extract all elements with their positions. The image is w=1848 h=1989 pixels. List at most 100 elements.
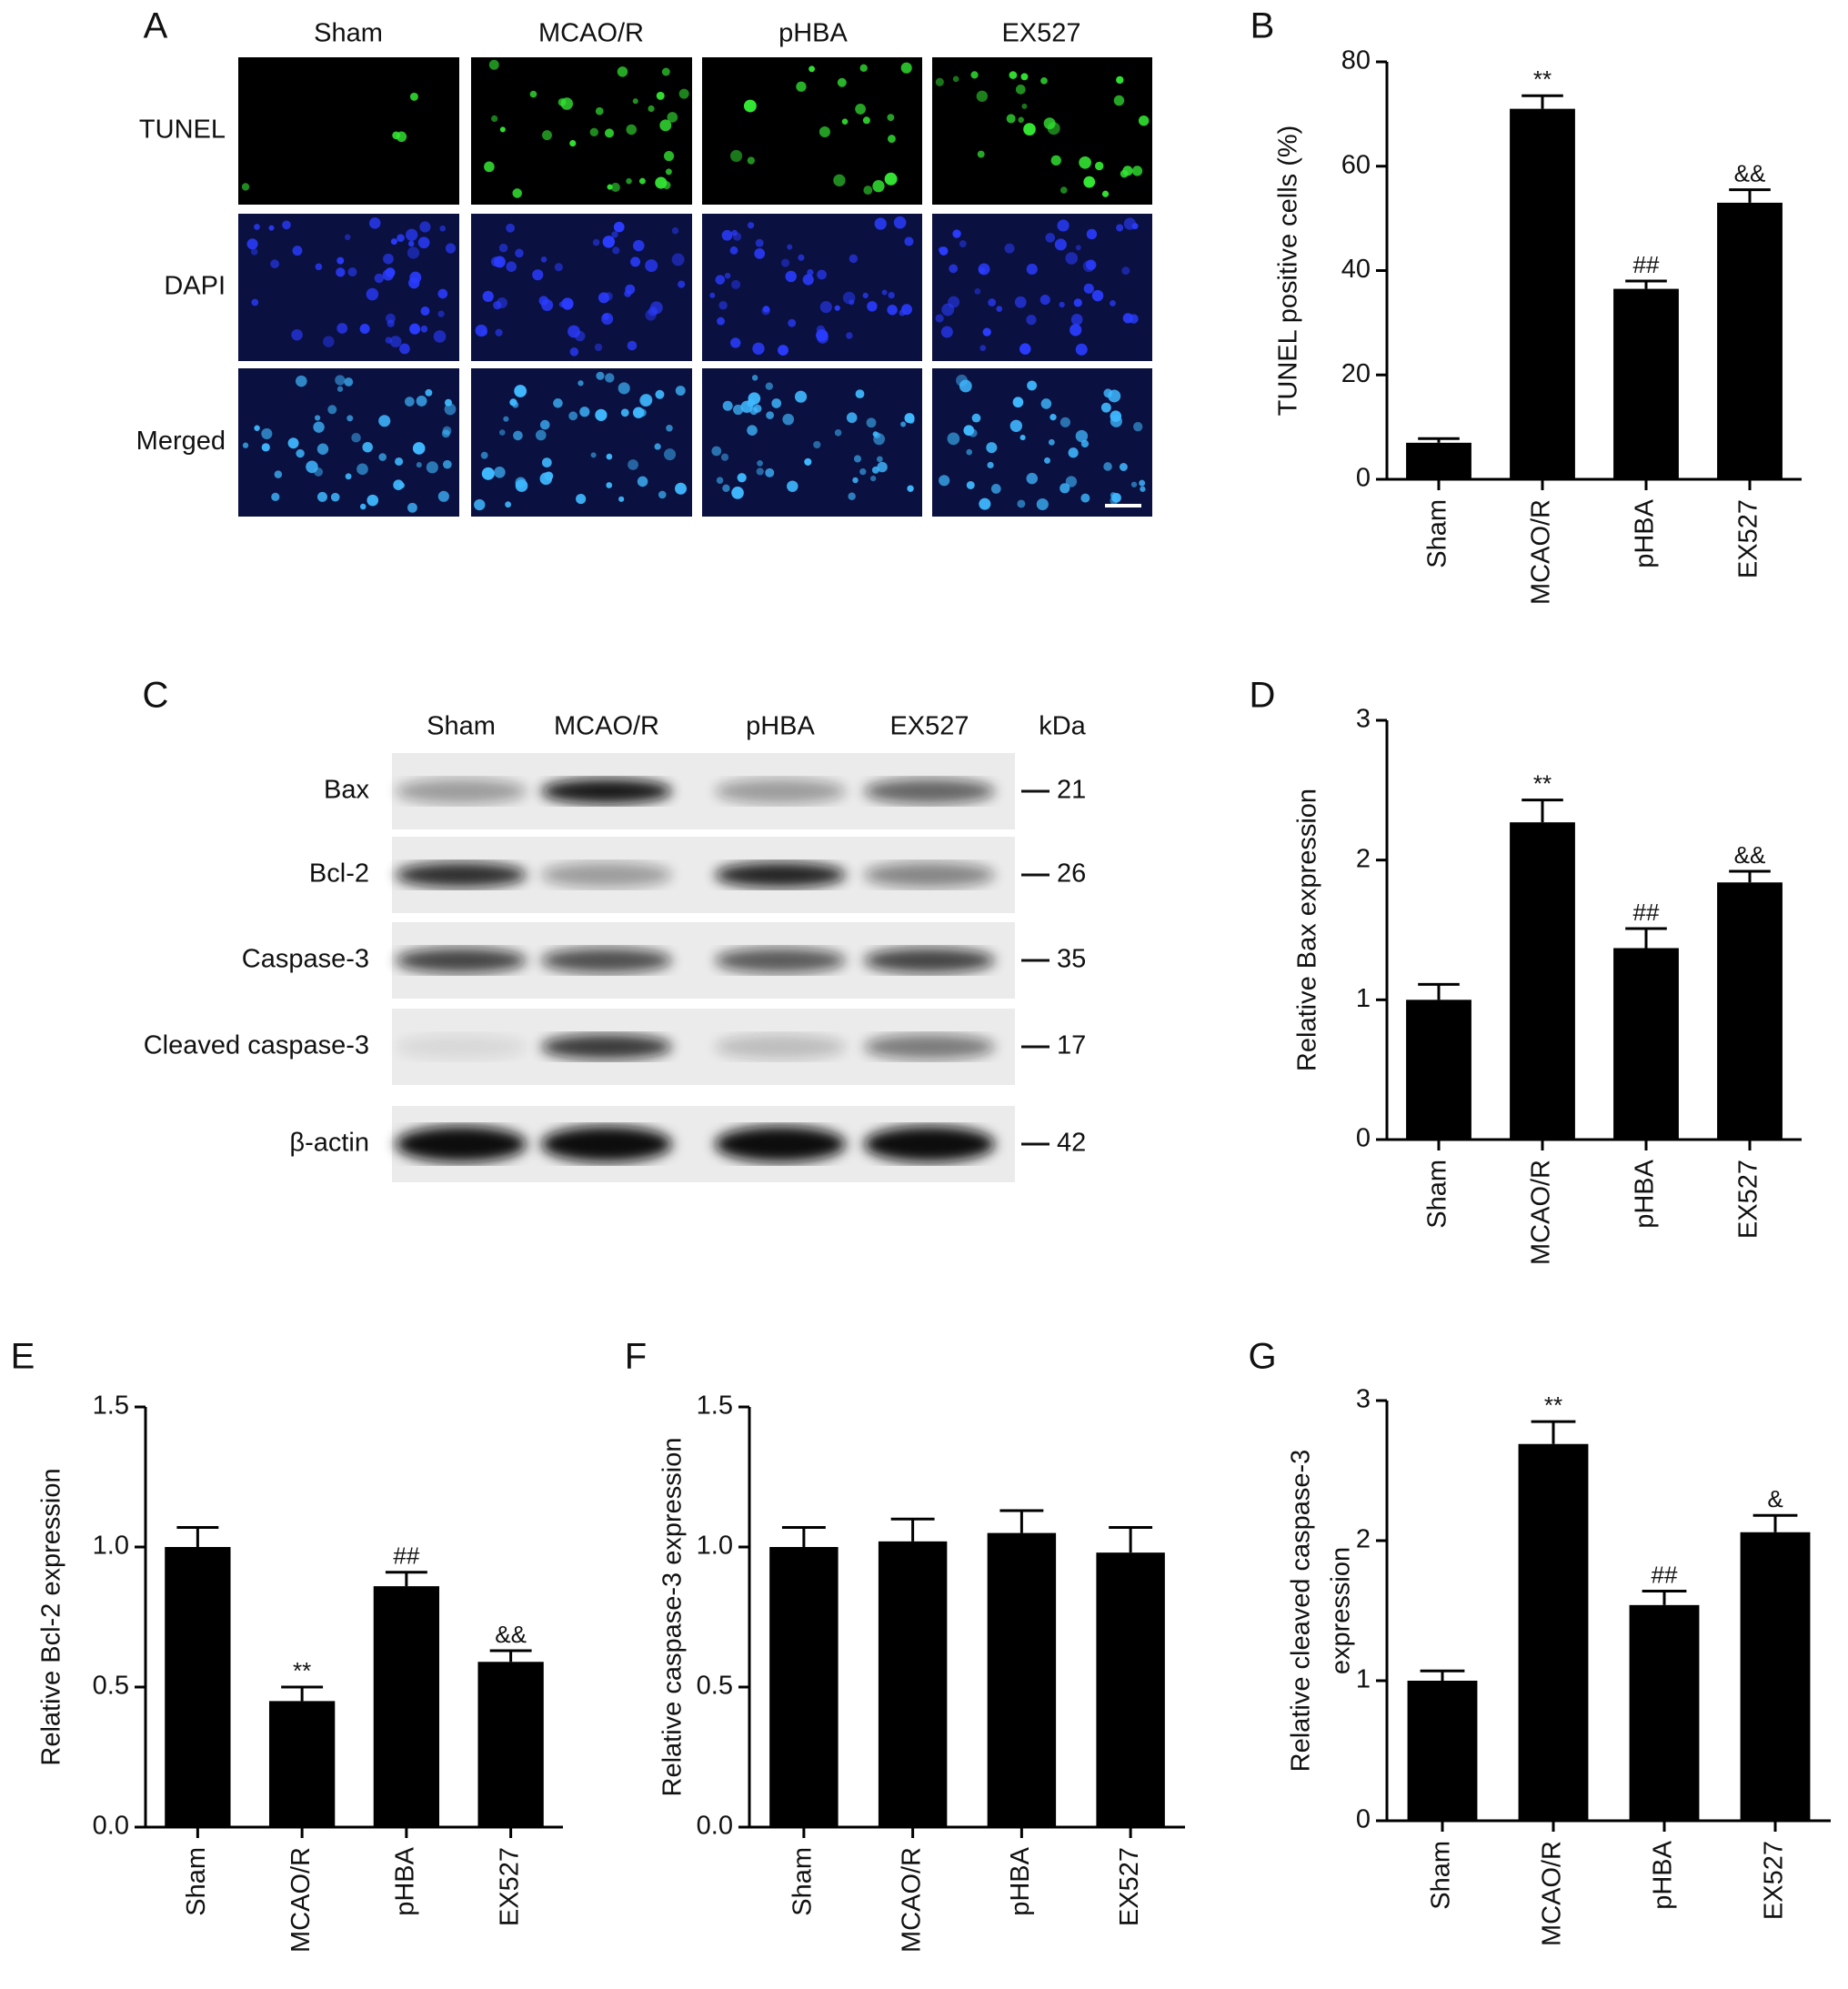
cell-nucleus	[859, 467, 867, 476]
cell-nucleus	[654, 443, 661, 450]
cell-nucleus	[1113, 95, 1125, 106]
cell-nucleus	[241, 183, 250, 191]
cell-nucleus	[939, 475, 950, 487]
cell-nucleus	[389, 336, 402, 347]
cell-nucleus	[748, 392, 761, 405]
cell-nucleus	[637, 476, 648, 487]
y-tick-label: 60	[1341, 150, 1371, 179]
blot-band	[715, 1126, 846, 1162]
cell-nucleus	[675, 482, 687, 495]
cell-nucleus	[1101, 190, 1110, 197]
x-tick-label: EX527	[1115, 1847, 1144, 1926]
significance-mark: **	[1533, 65, 1552, 93]
cell-nucleus	[842, 291, 856, 305]
cell-nucleus	[808, 65, 816, 73]
row-label: Bax	[324, 776, 369, 805]
bar	[1740, 1532, 1811, 1821]
cell-nucleus	[607, 184, 613, 190]
cell-nucleus	[1075, 429, 1089, 443]
cell-nucleus	[595, 106, 604, 116]
cell-nucleus	[390, 238, 397, 246]
cell-nucleus	[246, 238, 258, 250]
cell-nucleus	[482, 290, 494, 302]
cell-nucleus	[287, 437, 299, 449]
cell-nucleus	[721, 229, 733, 241]
micrograph-image	[238, 57, 459, 205]
cell-nucleus	[887, 304, 898, 316]
cell-nucleus	[849, 254, 859, 264]
cell-nucleus	[841, 118, 849, 125]
x-tick-label: EX527	[495, 1847, 524, 1926]
kda-label: 21	[1057, 776, 1086, 805]
cell-nucleus	[949, 264, 959, 274]
x-tick-label: Sham	[182, 1847, 211, 1916]
y-tick-label: 1.0	[93, 1532, 129, 1561]
cell-nucleus	[935, 77, 944, 86]
cell-nucleus	[362, 441, 373, 453]
cell-nucleus	[495, 328, 503, 337]
cell-nucleus	[612, 246, 620, 255]
bar	[1510, 108, 1575, 479]
cell-nucleus	[780, 258, 790, 267]
cell-nucleus	[819, 301, 832, 314]
cell-nucleus	[717, 316, 725, 326]
blot-band	[864, 948, 995, 973]
cell-nucleus	[788, 318, 797, 327]
cell-nucleus	[314, 415, 321, 421]
cell-nucleus	[655, 389, 665, 399]
cell-nucleus	[666, 424, 673, 432]
cell-nucleus	[771, 398, 782, 408]
x-tick-label: pHBA	[1649, 1840, 1678, 1909]
cell-nucleus	[813, 440, 821, 449]
cell-nucleus	[296, 448, 305, 458]
cell-nucleus	[787, 244, 793, 250]
blot-band	[541, 862, 672, 888]
panel-label: A	[144, 6, 168, 46]
y-tick-label: 2	[1356, 1525, 1371, 1554]
cell-nucleus	[848, 492, 856, 501]
blot-band	[715, 1034, 846, 1060]
cell-nucleus	[1094, 161, 1104, 171]
cell-nucleus	[408, 276, 420, 289]
cell-nucleus	[870, 475, 877, 482]
cell-nucleus	[271, 492, 280, 501]
cell-nucleus	[407, 246, 420, 259]
x-tick-label: pHBA	[391, 1846, 420, 1915]
row-label: Caspase-3	[242, 945, 369, 974]
cell-nucleus	[966, 480, 975, 489]
blot-band	[396, 1034, 527, 1060]
cell-nucleus	[397, 234, 405, 243]
cell-nucleus	[496, 297, 507, 309]
y-tick-label: 0.5	[93, 1672, 129, 1701]
cell-nucleus	[757, 459, 763, 467]
cell-nucleus	[1019, 435, 1026, 441]
kda-label: 17	[1057, 1031, 1086, 1060]
y-tick-label: 0.0	[697, 1812, 733, 1841]
panel-label: B	[1250, 6, 1275, 46]
cell-nucleus	[396, 131, 407, 142]
column-header: MCAO/R	[538, 19, 644, 48]
column-header: Sham	[314, 19, 383, 48]
cell-nucleus	[1040, 398, 1052, 409]
cell-nucleus	[409, 323, 421, 335]
cell-nucleus	[419, 221, 431, 233]
cell-nucleus	[535, 429, 547, 441]
cell-nucleus	[374, 273, 384, 284]
cell-nucleus	[444, 398, 453, 407]
y-tick-label: 1.5	[93, 1391, 129, 1421]
cell-nucleus	[359, 503, 367, 510]
cell-nucleus	[853, 455, 862, 463]
cell-nucleus	[893, 216, 907, 229]
cell-nucleus	[658, 490, 667, 499]
cell-nucleus	[553, 398, 563, 408]
cell-nucleus	[444, 403, 457, 416]
cell-nucleus	[1014, 296, 1027, 308]
blot-band	[864, 1034, 995, 1060]
column-header: Sham	[427, 712, 496, 741]
cell-nucleus	[437, 310, 445, 317]
cell-nucleus	[787, 480, 798, 492]
significance-mark: **	[1533, 769, 1552, 797]
cell-nucleus	[368, 217, 381, 229]
y-tick-label: 80	[1341, 46, 1371, 75]
cell-nucleus	[862, 116, 870, 125]
